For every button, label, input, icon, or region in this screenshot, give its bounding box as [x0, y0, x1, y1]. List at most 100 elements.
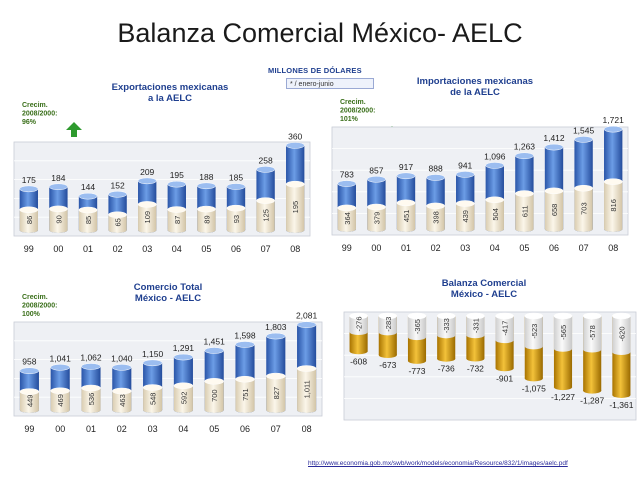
units-label: MILLONES DE DÓLARES	[268, 66, 362, 75]
chart1-bar-inner-cap	[256, 197, 276, 204]
chart2-top-label: 783	[340, 170, 354, 180]
chart2-top-label: 1,412	[543, 133, 565, 143]
chart4-inner-label: -565	[559, 325, 568, 340]
chart1-bar-total-cap	[256, 166, 276, 173]
chart2-bar-inner-cap	[426, 202, 446, 210]
chart3-x-tick: 08	[302, 424, 312, 434]
chart4-inner-label: -578	[588, 325, 597, 340]
chart2-inner-label: 611	[520, 205, 529, 217]
chart2-bar-total-cap	[337, 180, 357, 187]
chart1-x-tick: 00	[53, 244, 63, 254]
chart3-bar-total-cap	[266, 332, 286, 340]
chart1-bar-inner-body	[226, 208, 246, 230]
source-link[interactable]: http://www.economia.gob.mx/swb/work/mode…	[308, 460, 568, 467]
chart1-bar-total-cap	[226, 183, 246, 190]
chart2-bar-inner-base	[337, 226, 356, 232]
chart1-bar-inner-cap	[226, 204, 246, 212]
chart3-top-label: 1,803	[265, 322, 287, 332]
chart3-top-label: 1,451	[204, 337, 226, 347]
chart3-inner-label: 700	[210, 389, 219, 402]
chart4-bar-first-half-base	[407, 334, 427, 341]
chart2-bar-inner-body	[574, 188, 593, 229]
chart2-bar-inner	[603, 178, 623, 232]
chart2-x-tick: 00	[371, 243, 381, 253]
chart3-top-label: 1,062	[80, 352, 102, 362]
chart1-top-label: 184	[51, 173, 65, 183]
chart3-bar-total-cap	[173, 353, 194, 361]
chart2-inner-label: 816	[609, 199, 618, 212]
chart1-bar-inner-base	[286, 227, 305, 233]
chart1-inner-label: 125	[262, 209, 271, 222]
chart1-top-label: 185	[229, 173, 243, 183]
chart2-top-label: 857	[369, 165, 383, 175]
chart3-bar-inner-body	[81, 388, 101, 410]
chart1-bar-inner	[167, 206, 187, 233]
chart1-bar-inner-cap	[19, 206, 39, 214]
chart4-bar-total-base	[553, 384, 573, 391]
chart1-bar-inner	[196, 205, 216, 233]
chart1-x-tick: 05	[201, 244, 211, 254]
chart1-x-tick: 02	[113, 244, 123, 254]
chart1-x-tick: 06	[231, 244, 241, 254]
chart3-bar-inner	[235, 375, 255, 413]
chart1-bar-inner-body	[167, 209, 186, 230]
chart4-bar-first-half-base	[612, 348, 631, 355]
chart3-bar-inner-body	[235, 379, 255, 410]
chart3-bar-inner	[296, 365, 317, 413]
chart4-bar-first-half-base	[466, 332, 485, 339]
chart2-bar-total-cap	[514, 152, 534, 159]
chart3-x-tick: 02	[117, 424, 127, 434]
chart1-inner-label: 89	[202, 215, 211, 223]
chart3-bar-total-cap	[204, 347, 224, 354]
chart4-bottom-label: -736	[438, 364, 455, 374]
chart1-bar-inner-cap	[196, 205, 216, 213]
chart4-title: México - AELC	[451, 289, 517, 300]
chart1-bar-inner	[48, 205, 68, 233]
chart3-bar-total-cap	[112, 364, 132, 371]
chart2-bar-inner-base	[574, 226, 593, 232]
chart1-x-tick: 01	[83, 244, 93, 254]
chart4-bar-first-half-cap	[407, 312, 427, 320]
chart3-bar-inner-cap	[112, 387, 132, 395]
chart3-bar-inner	[142, 384, 163, 413]
chart1-top-label: 258	[259, 155, 273, 165]
chart1-bar-inner-cap	[137, 201, 157, 208]
chart2-top-label: 1,096	[484, 151, 506, 161]
chart1-bar-inner	[226, 204, 246, 233]
chart2-bar-total-cap	[544, 143, 564, 151]
chart1-inner-label: 93	[232, 215, 241, 223]
chart3-bar-inner-cap	[235, 375, 255, 383]
chart2-x-tick: 06	[549, 243, 559, 253]
chart2-bar-inner-body	[426, 205, 445, 229]
chart4-bar-first-half-base	[553, 345, 573, 352]
chart2-top-label: 1,721	[603, 115, 625, 125]
chart4-bar-first-half-base	[524, 343, 543, 350]
chart4-bar-first-half	[582, 312, 602, 353]
chart3-bar-inner	[81, 384, 101, 413]
chart4-bar-first-half	[495, 312, 514, 344]
chart4-bar-total-base	[466, 355, 485, 362]
chart3-bar-inner-base	[297, 407, 317, 413]
chart3-bar-inner-cap	[296, 365, 317, 372]
chart1-bar-inner-body	[49, 208, 68, 230]
chart4-bottom-label: -773	[408, 366, 425, 376]
chart4-bar-total-base	[407, 357, 427, 364]
chart1-bar-inner-base	[138, 227, 157, 233]
chart1-bar-total-cap	[78, 192, 98, 200]
chart2-bar-inner	[396, 199, 416, 232]
chart1-bar-inner-base	[108, 227, 127, 233]
chart4-bar-first-half-cap	[466, 312, 485, 320]
chart1-title: a la AELC	[148, 93, 192, 104]
chart3-x-tick: 05	[209, 424, 219, 434]
chart2-x-tick: 05	[519, 243, 529, 253]
chart2-inner-label: 658	[550, 204, 559, 217]
chart4-bar-total-base	[437, 355, 456, 362]
chart2-bar-inner-cap	[396, 199, 416, 207]
chart1-bar-inner	[256, 197, 276, 233]
chart3-bar-inner-base	[81, 407, 101, 413]
chart1-bar-inner-body	[197, 209, 216, 230]
chart2-bar-total-cap	[396, 172, 416, 180]
chart3-bar-inner-cap	[173, 382, 194, 389]
chart4-bar-first-half	[349, 312, 368, 336]
chart2-bar-inner-body	[485, 199, 504, 229]
